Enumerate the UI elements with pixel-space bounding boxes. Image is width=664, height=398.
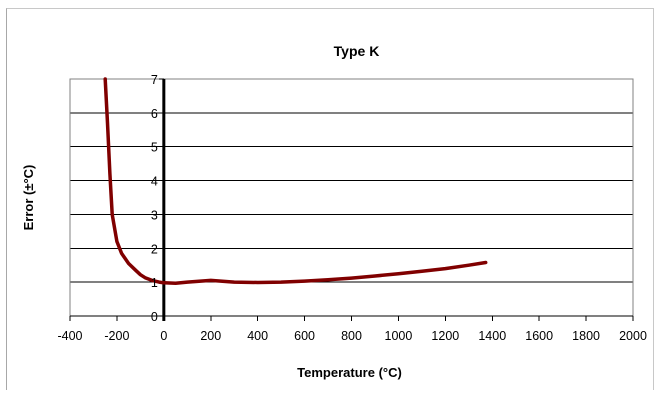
x-tick-label: 800 bbox=[341, 329, 362, 343]
series-layer bbox=[103, 77, 488, 285]
x-tick-label: 1200 bbox=[431, 329, 459, 343]
y-tick-label: 1 bbox=[151, 276, 158, 290]
x-tick-label: 1600 bbox=[525, 329, 553, 343]
series-line-0 bbox=[103, 77, 488, 285]
axes bbox=[69, 78, 634, 321]
y-tick-label: 3 bbox=[151, 208, 158, 222]
y-tick-label: 5 bbox=[151, 141, 158, 155]
y-tick-label: 6 bbox=[151, 107, 158, 121]
y-tick-label: 7 bbox=[151, 73, 158, 87]
x-tick-label: 200 bbox=[200, 329, 221, 343]
x-tick-label: 1400 bbox=[478, 329, 506, 343]
x-tick-label: 0 bbox=[160, 329, 167, 343]
y-tick-label: 4 bbox=[151, 175, 158, 189]
x-tick-label: 2000 bbox=[619, 329, 647, 343]
x-tick-label: -200 bbox=[104, 329, 129, 343]
y-tick-label: 2 bbox=[151, 242, 158, 256]
y-tick-label: 0 bbox=[151, 310, 158, 324]
y-axis-title: Error (±°C) bbox=[21, 165, 36, 231]
x-tick-label: 400 bbox=[247, 329, 268, 343]
x-tick-label: 1000 bbox=[385, 329, 413, 343]
chart-title: Type K bbox=[334, 43, 380, 59]
x-tick-label: -400 bbox=[57, 329, 82, 343]
x-tick-labels: -400 -200 0 200 400 600 800 1000 1200 1400 1600 180… bbox=[57, 329, 646, 343]
chart-svg: -400 -200 0 200 400 600 800 1000 1200 1400 1600 180… bbox=[21, 43, 647, 380]
y-tick-labels: 0 1 2 3 4 5 6 7 bbox=[151, 73, 158, 324]
x-tick-label: 600 bbox=[294, 329, 315, 343]
x-axis-title: Temperature (°C) bbox=[297, 365, 402, 380]
x-tick-label: 1800 bbox=[572, 329, 600, 343]
chart-figure: -400 -200 0 200 400 600 800 1000 1200 1400 1600 180… bbox=[6, 8, 654, 390]
